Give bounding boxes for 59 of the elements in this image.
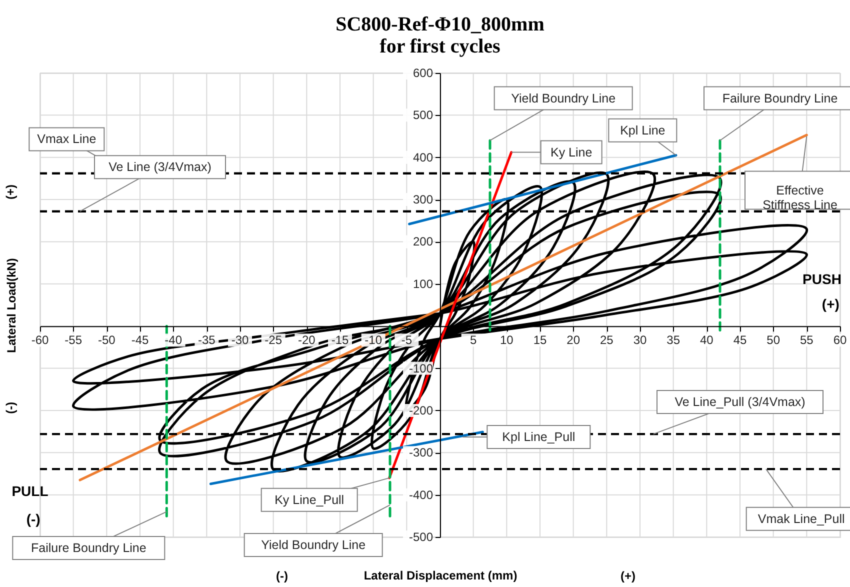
annotation: Yield Boundry Line	[261, 538, 366, 552]
y-tick-label: 200	[412, 234, 434, 249]
annotation: Failure Boundry Line	[722, 91, 838, 106]
x-tick-label: 25	[600, 333, 614, 348]
chart-subtitle: for first cycles	[380, 36, 501, 58]
annotation: (-)	[26, 511, 40, 528]
y-tick-label: -200	[408, 403, 434, 418]
x-tick-label: 50	[766, 333, 780, 348]
x-tick-label: 35	[666, 333, 680, 348]
x-tick-label: -40	[164, 333, 182, 348]
y-tick-label: 500	[412, 108, 434, 122]
chart-title: SC800-Ref-Φ10_800mm	[336, 14, 545, 36]
x-tick-label: 60	[833, 333, 847, 348]
annotation: Kpl Line	[620, 123, 666, 138]
x-tick-label: -30	[231, 333, 249, 348]
text: (-)	[276, 568, 288, 583]
x-tick-label: 30	[633, 333, 647, 348]
annotation: Vmak Line_Pull	[758, 512, 845, 526]
x-tick-label: -15	[331, 333, 349, 348]
y-axis-title: Lateral Load(kN)	[4, 258, 18, 353]
x-axis-title: Lateral Displacement (mm)	[364, 568, 518, 582]
x-tick-label: 55	[800, 333, 814, 348]
x-tick-label: 45	[733, 333, 747, 348]
text: (+)	[4, 184, 18, 200]
annotation: Failure Boundry Line	[30, 540, 146, 555]
x-tick-label: 10	[500, 333, 514, 348]
x-tick-label: -55	[64, 333, 82, 348]
y-tick-label: 400	[412, 150, 434, 164]
annotation: PUSH	[802, 271, 842, 288]
text: (+)	[620, 568, 636, 583]
text: (-)	[4, 402, 18, 414]
x-tick-label: -35	[198, 333, 216, 348]
x-tick-label: -45	[131, 333, 149, 348]
y-tick-label: -400	[408, 488, 434, 502]
y-tick-label: 600	[412, 66, 434, 80]
x-tick-label: 40	[700, 333, 714, 348]
annotation: Ky Line_Pull	[274, 492, 344, 507]
y-tick-label: 100	[412, 276, 434, 291]
annotation: Kpl Line_Pull	[502, 430, 576, 444]
x-tick-label: 5	[470, 333, 477, 348]
annotation: Ve Line (3/4Vmax)	[108, 160, 212, 174]
y-tick-label: 300	[412, 192, 434, 207]
y-tick-label: -300	[408, 446, 434, 460]
x-tick-label: -60	[31, 333, 49, 348]
y-tick-label: -500	[408, 530, 434, 544]
annotation: PULL	[12, 482, 49, 499]
x-tick-label: 15	[533, 333, 547, 348]
x-tick-label: -5	[401, 333, 412, 348]
y-tick-label: -100	[408, 361, 434, 376]
annotation: (+)	[822, 296, 840, 312]
annotation: Effective Stiffness Line	[762, 183, 838, 212]
annotation: Ve Line_Pull (3/4Vmax)	[674, 395, 806, 410]
x-tick-label: 20	[566, 333, 580, 348]
annotation: Yield Boundry Line	[511, 91, 616, 106]
annotation: Vmax Line	[37, 132, 96, 146]
x-tick-label: -20	[298, 333, 316, 348]
x-tick-label: -10	[364, 333, 382, 348]
annotation: Ky Line	[550, 145, 592, 160]
x-tick-label: -50	[98, 333, 116, 348]
